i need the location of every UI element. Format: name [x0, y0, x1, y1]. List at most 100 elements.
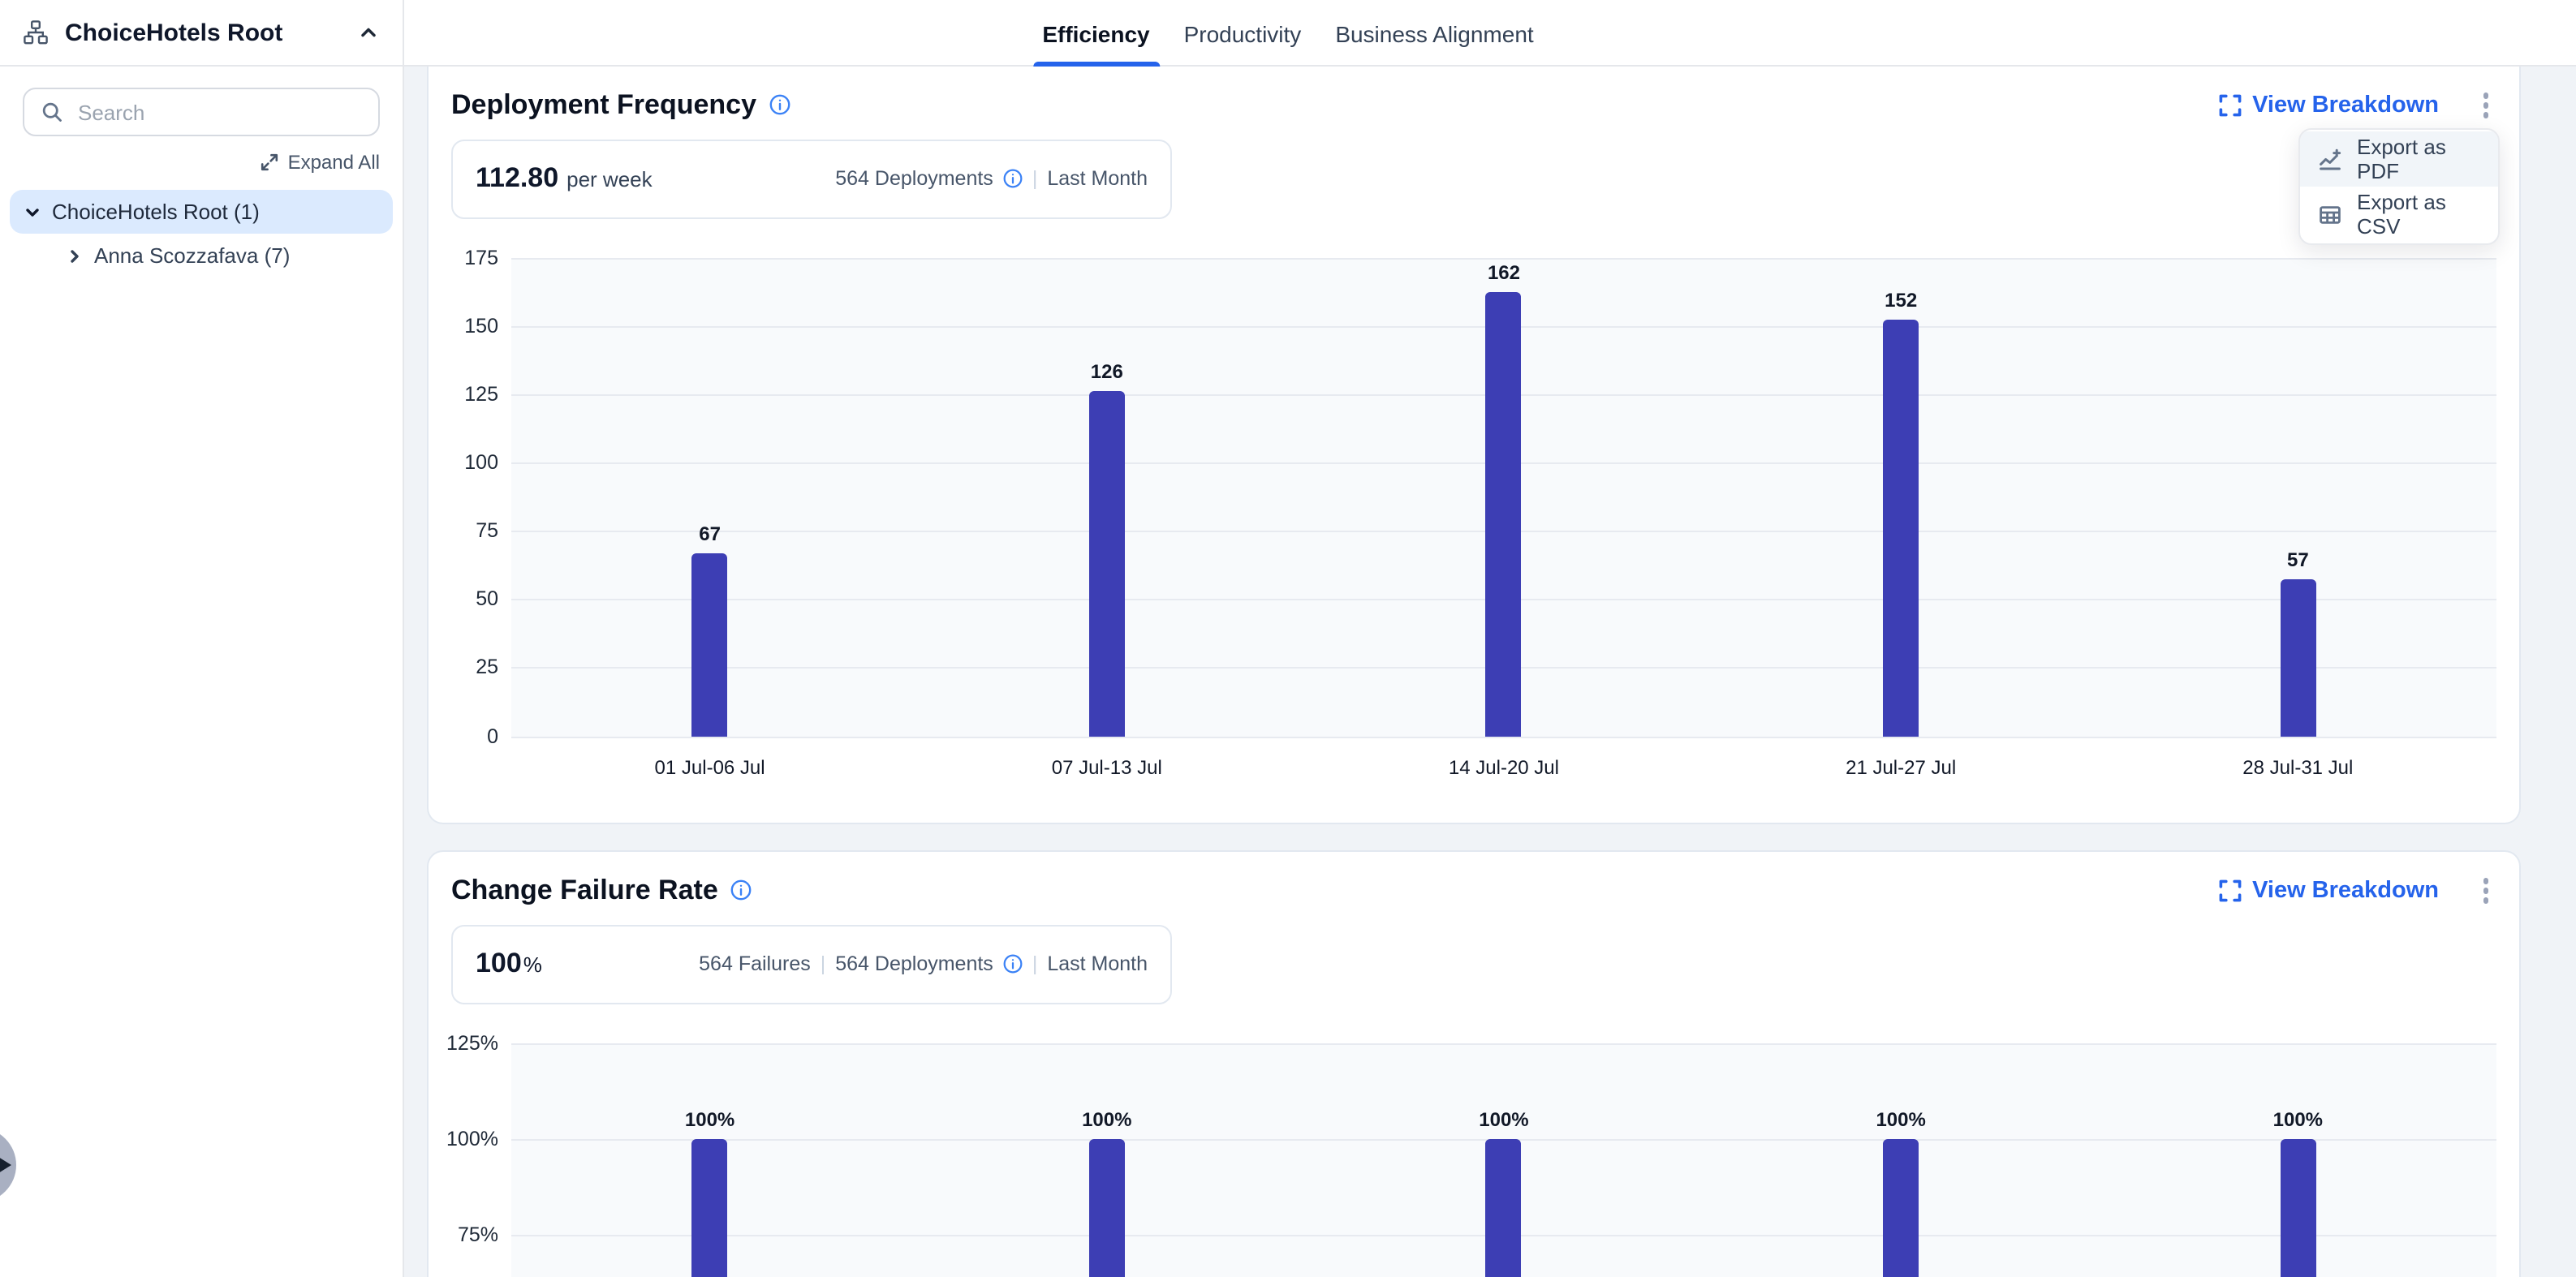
card-title: Change Failure Rate: [451, 874, 718, 905]
tab-efficiency[interactable]: Efficiency: [1032, 0, 1160, 67]
info-icon[interactable]: [731, 880, 752, 901]
change-failure-rate-card: Change Failure Rate View Breakdown: [427, 850, 2521, 1277]
kebab-menu-icon[interactable]: [2475, 873, 2496, 908]
expand-all-button[interactable]: Expand All: [0, 151, 380, 174]
expand-arrows-icon: [261, 153, 280, 172]
stat-meta-deployments: 564 Deployments: [835, 167, 993, 190]
bar[interactable]: [1485, 292, 1522, 736]
tree-item-label: Anna Scozzafava (7): [94, 243, 291, 268]
play-triangle-icon: [0, 1157, 11, 1173]
bar[interactable]: [1883, 320, 1919, 736]
bar-value-label: 67: [699, 522, 721, 545]
stat-meta-period: Last Month: [1047, 952, 1148, 975]
y-tick-label: 50: [476, 587, 498, 611]
y-tick-label: 150: [464, 314, 498, 338]
org-title: ChoiceHotels Root: [65, 19, 283, 46]
change-failure-rate-chart: 125%100%75%50%25%0% 100%100%100%100%100%: [429, 1004, 2519, 1277]
y-tick-label: 100%: [446, 1127, 498, 1150]
separator: |: [1032, 952, 1038, 975]
y-tick-label: 25: [476, 656, 498, 679]
bar[interactable]: [691, 553, 728, 736]
kebab-menu-icon[interactable]: [2475, 88, 2496, 123]
separator: |: [1032, 167, 1038, 190]
info-icon[interactable]: [1003, 954, 1023, 974]
view-breakdown-button[interactable]: View Breakdown: [2208, 91, 2449, 120]
chevron-right-icon[interactable]: [65, 246, 84, 265]
bar[interactable]: [691, 1138, 728, 1277]
bar-value-label: 100%: [1876, 1107, 1926, 1130]
view-breakdown-button[interactable]: View Breakdown: [2208, 876, 2449, 905]
expand-all-label: Expand All: [287, 151, 380, 174]
active-tab-underline: [1032, 62, 1160, 67]
bar-value-label: 152: [1885, 289, 1918, 312]
chevron-down-icon[interactable]: [23, 202, 42, 221]
x-tick-label: 07 Jul-13 Jul: [1051, 755, 1162, 778]
bar-value-label: 100%: [1082, 1107, 1132, 1130]
tab-bar: [404, 0, 2576, 67]
tab-label: Productivity: [1183, 20, 1302, 46]
bar[interactable]: [1485, 1138, 1522, 1277]
search-input[interactable]: [75, 98, 367, 126]
stat-value: 112.80: [476, 162, 559, 193]
deployment-frequency-chart: 175 150 125 100 75 50 25 0 67 126 162 152 57 01 Jul…: [429, 218, 2519, 778]
view-breakdown-label: View Breakdown: [2252, 877, 2439, 904]
bar[interactable]: [1088, 1138, 1125, 1277]
tree-item-anna-scozzafava[interactable]: Anna Scozzafava (7): [0, 234, 403, 277]
expand-corners-icon: [2218, 94, 2241, 117]
tab-productivity[interactable]: Productivity: [1174, 0, 1312, 67]
bar-value-label: 100%: [1479, 1107, 1529, 1130]
bar-value-label: 57: [2286, 548, 2309, 572]
gridline: [511, 257, 2496, 259]
x-tick-label: 21 Jul-27 Jul: [1846, 755, 1957, 778]
deployment-frequency-card: Deployment Frequency View Breakdown: [427, 67, 2521, 824]
bar-value-label: 100%: [2272, 1107, 2324, 1130]
search-icon: [41, 101, 63, 123]
menu-item-export-csv[interactable]: Export as CSV: [2300, 187, 2498, 242]
bar[interactable]: [2280, 1138, 2316, 1277]
y-tick-label: 0: [487, 724, 498, 747]
summary-stat-box: 100 % 564 Failures | 564 Deployments | L…: [451, 924, 1172, 1004]
stat-meta-period: Last Month: [1047, 167, 1148, 190]
bar[interactable]: [1883, 1138, 1919, 1277]
menu-item-label: Export as PDF: [2357, 135, 2446, 183]
gridline: [511, 1043, 2496, 1044]
tree-item-choicehotels-root[interactable]: ChoiceHotels Root (1): [10, 190, 393, 234]
org-tree-sidebar: Expand All ChoiceHotels Root (1) Anna Sc…: [0, 67, 404, 1277]
y-axis: 125%100%75%50%25%0%: [446, 1031, 511, 1277]
tree-item-label: ChoiceHotels Root (1): [52, 200, 260, 224]
y-tick-label: 125: [464, 382, 498, 406]
bar-value-label: 126: [1090, 360, 1123, 384]
collapse-panel-chevron-up-icon[interactable]: [354, 18, 383, 47]
bar-value-label: 162: [1487, 261, 1520, 285]
table-icon: [2318, 202, 2342, 226]
y-tick-label: 175: [464, 246, 498, 269]
tab-label: Efficiency: [1042, 20, 1150, 46]
x-tick-label: 28 Jul-31 Jul: [2242, 755, 2354, 778]
menu-item-export-pdf[interactable]: Export as PDF: [2300, 131, 2498, 187]
stat-meta-deployments: 564 Deployments: [835, 952, 993, 975]
org-chart-icon: [19, 16, 52, 49]
y-tick-label: 125%: [446, 1031, 498, 1054]
stat-meta-failures: 564 Failures: [699, 952, 811, 975]
stat-value: 100: [476, 948, 522, 978]
view-breakdown-label: View Breakdown: [2252, 92, 2439, 118]
tab-business-alignment[interactable]: Business Alignment: [1325, 0, 1543, 67]
bar[interactable]: [2280, 579, 2316, 736]
separator: |: [820, 952, 826, 975]
menu-item-label: Export as CSV: [2357, 190, 2446, 239]
info-icon[interactable]: [769, 95, 790, 116]
main-content: Deployment Frequency View Breakdown: [404, 67, 2576, 1277]
export-menu: Export as PDF Export as CSV: [2298, 128, 2500, 245]
sidebar-header: ChoiceHotels Root: [0, 0, 404, 67]
expand-corners-icon: [2218, 879, 2241, 902]
chart-export-icon: [2318, 147, 2342, 171]
search-box: [23, 88, 380, 136]
stat-unit: %: [523, 952, 542, 976]
info-icon[interactable]: [1003, 169, 1023, 188]
bar[interactable]: [1088, 391, 1125, 736]
card-title: Deployment Frequency: [451, 88, 756, 120]
main-tabs: Efficiency Productivity Business Alignme…: [1032, 0, 1543, 67]
plot-area: 67 126 162 152 57: [511, 257, 2496, 737]
top-header: ChoiceHotels Root Efficiency Productivit…: [0, 0, 2576, 67]
